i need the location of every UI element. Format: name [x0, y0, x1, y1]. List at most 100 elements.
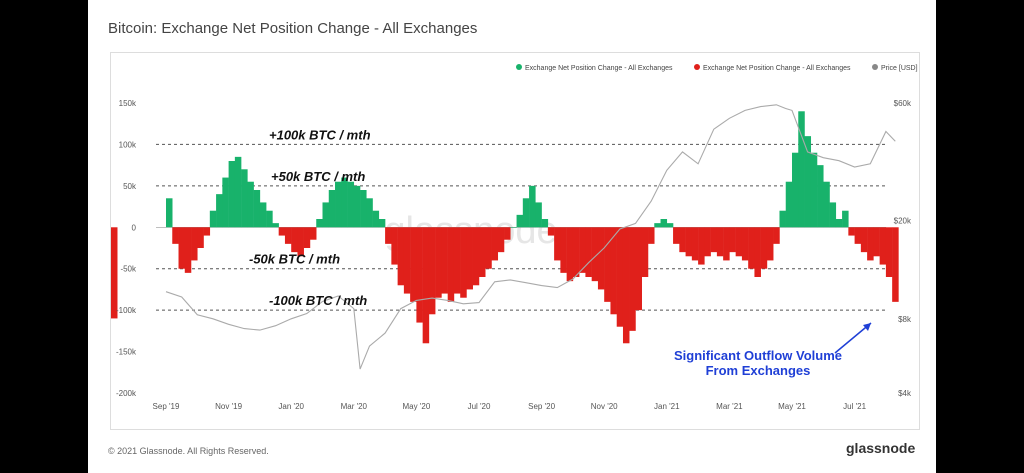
- net-position-bar: [635, 227, 642, 311]
- net-position-bar: [842, 210, 849, 228]
- reference-line-label: +50k BTC / mth: [271, 169, 365, 184]
- legend-label: Price [USD]: [881, 65, 918, 72]
- net-position-bar: [716, 227, 724, 257]
- net-position-bar: [892, 227, 899, 302]
- reference-line-label: -50k BTC / mth: [249, 252, 340, 267]
- net-position-bar: [510, 227, 517, 228]
- x-tick-label: Nov '20: [591, 402, 618, 411]
- net-position-bar: [867, 227, 874, 261]
- net-position-bar: [741, 227, 749, 261]
- chart-title: Bitcoin: Exchange Net Position Change - …: [108, 20, 478, 37]
- net-position-bar: [416, 227, 423, 323]
- reference-line-label: +100k BTC / mth: [269, 127, 371, 142]
- net-position-bar: [197, 227, 204, 248]
- y-left-tick-label: 150k: [119, 99, 137, 108]
- net-position-bar: [397, 227, 405, 286]
- net-position-bar: [885, 227, 893, 277]
- net-position-bar: [516, 214, 524, 228]
- net-position-bar: [804, 136, 812, 228]
- net-position-bar: [729, 227, 736, 253]
- net-position-bar: [810, 152, 818, 228]
- net-position-bar: [111, 227, 118, 319]
- net-position-bar: [297, 227, 304, 257]
- chart-svg: glassnode+100k BTC / mth+50k BTC / mth-5…: [111, 64, 918, 411]
- y-left-tick-label: -150k: [116, 348, 137, 357]
- net-position-bar: [854, 227, 862, 244]
- net-position-bar: [422, 227, 430, 344]
- net-position-bar: [597, 227, 605, 290]
- net-position-bar: [222, 177, 229, 228]
- legend-label: Exchange Net Position Change - All Excha…: [703, 65, 851, 72]
- net-position-bar: [441, 227, 448, 294]
- net-position-bar: [641, 227, 649, 277]
- net-position-bar: [291, 227, 298, 253]
- net-position-bar: [585, 227, 592, 277]
- net-position-bar: [447, 227, 455, 302]
- net-position-bar: [710, 227, 718, 253]
- net-position-bar: [560, 227, 567, 273]
- net-position-bar: [335, 181, 342, 228]
- annotation-line-2: From Exchanges: [706, 363, 811, 378]
- legend-marker: [694, 64, 700, 70]
- net-position-bar: [522, 198, 530, 228]
- net-position-bar: [166, 198, 173, 228]
- net-position-bar: [266, 210, 273, 228]
- x-tick-label: May '21: [778, 402, 806, 411]
- net-position-bar: [316, 219, 323, 228]
- annotation-line-1: Significant Outflow Volume: [674, 348, 842, 363]
- net-position-bar: [660, 219, 668, 228]
- net-position-bar: [391, 227, 398, 265]
- net-position-bar: [485, 227, 492, 269]
- net-position-bar: [748, 227, 755, 269]
- net-position-bar: [817, 165, 824, 228]
- net-position-bar: [754, 227, 761, 277]
- net-position-bar: [873, 227, 880, 257]
- x-tick-label: Jan '21: [654, 402, 680, 411]
- net-position-bar: [472, 227, 480, 286]
- net-position-bar: [829, 202, 837, 228]
- net-position-bar: [835, 219, 843, 228]
- net-position-bar: [247, 181, 254, 228]
- net-position-bar: [629, 227, 636, 331]
- net-position-bar: [278, 227, 286, 236]
- net-position-bar: [622, 227, 630, 344]
- net-position-bar: [191, 227, 198, 261]
- net-position-bar: [766, 227, 774, 261]
- reference-line-label: -100k BTC / mth: [269, 293, 367, 308]
- net-position-bar: [284, 227, 292, 244]
- net-position-bar: [435, 227, 442, 298]
- net-position-bar: [491, 227, 499, 261]
- net-position-bar: [428, 227, 436, 315]
- net-position-bar: [372, 210, 380, 228]
- net-position-bar: [309, 227, 317, 240]
- x-tick-label: Sep '20: [528, 402, 555, 411]
- net-position-bar: [773, 227, 780, 244]
- net-position-bar: [685, 227, 693, 257]
- net-position-bar: [666, 223, 674, 228]
- net-position-bar: [322, 202, 329, 228]
- x-tick-label: Jan '20: [278, 402, 304, 411]
- net-position-bar: [848, 227, 855, 236]
- net-position-bar: [203, 227, 211, 236]
- plot-area: glassnode+100k BTC / mth+50k BTC / mth-5…: [110, 52, 920, 430]
- x-tick-label: Mar '21: [716, 402, 743, 411]
- net-position-bar: [535, 202, 542, 228]
- annotation-arrow-line: [834, 322, 872, 354]
- y-left-tick-label: 50k: [123, 182, 137, 191]
- y-right-tick-label: $4k: [898, 389, 912, 398]
- net-position-bar: [353, 185, 361, 228]
- legend-marker: [516, 64, 522, 70]
- net-position-bar: [572, 227, 580, 277]
- net-position-bar: [504, 227, 511, 240]
- net-position-bar: [341, 177, 348, 228]
- net-position-bar: [228, 161, 236, 228]
- net-position-bar: [704, 227, 711, 257]
- net-position-bar: [610, 227, 617, 315]
- net-position-bar: [184, 227, 192, 273]
- net-position-bar: [547, 227, 555, 236]
- net-position-bar: [648, 227, 655, 244]
- net-position-bar: [253, 190, 261, 228]
- net-position-bar: [779, 210, 786, 228]
- y-right-tick-label: $60k: [894, 99, 912, 108]
- net-position-bar: [541, 219, 549, 228]
